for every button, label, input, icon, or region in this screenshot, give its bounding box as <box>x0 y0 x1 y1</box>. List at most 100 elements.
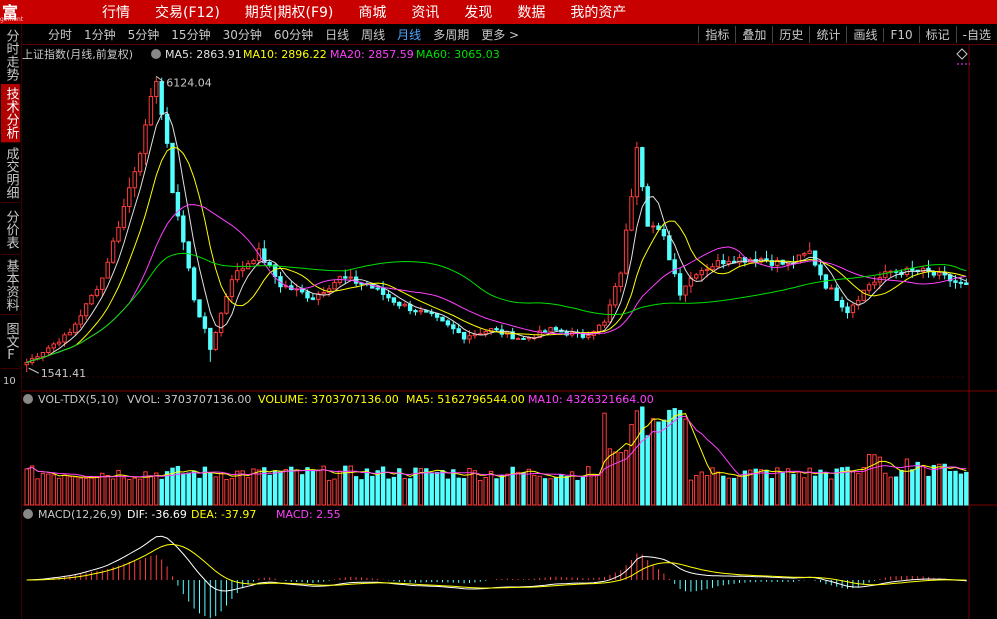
left-tab-5[interactable]: 图文F <box>1 316 20 369</box>
period-1[interactable]: 1分钟 <box>84 28 116 42</box>
candle-body <box>548 327 553 333</box>
left-tab-2[interactable]: 成交明细 <box>1 144 20 203</box>
volume-bar <box>953 470 958 506</box>
dea-legend: DEA: -37.97 <box>191 508 256 521</box>
volume-bar <box>726 477 731 506</box>
candle-body <box>634 147 640 198</box>
volume-bar <box>904 458 910 506</box>
volume-bar <box>640 406 645 506</box>
volume-bar <box>580 476 586 506</box>
menu-item-1[interactable]: 交易(F12) <box>155 5 220 21</box>
tool-1[interactable]: 叠加 <box>735 26 772 43</box>
volume-bar <box>532 474 537 506</box>
candle-body <box>958 281 964 284</box>
tool-4[interactable]: 画线 <box>846 26 883 43</box>
volume-bar <box>683 418 688 506</box>
candle-body <box>78 315 83 325</box>
macd-panel-title: MACD(12,26,9) <box>38 508 122 521</box>
period-0[interactable]: 分时 <box>48 28 73 42</box>
app-logo: 富 gement <box>0 0 26 24</box>
menu-item-2[interactable]: 期货|期权(F9) <box>244 5 334 21</box>
tool-0[interactable]: 指标 <box>698 26 735 43</box>
tool-3[interactable]: 统计 <box>809 26 846 43</box>
left-tab-1[interactable]: 技术分析 <box>1 84 20 143</box>
volume-bar <box>429 473 434 506</box>
volume-bar <box>559 474 564 506</box>
menu-item-3[interactable]: 商城 <box>358 5 387 21</box>
tool-2[interactable]: 历史 <box>772 26 809 43</box>
volume-bar <box>164 471 170 506</box>
menu-item-0[interactable]: 行情 <box>102 5 130 21</box>
volume-bar <box>170 467 175 506</box>
period-7[interactable]: 周线 <box>361 28 386 42</box>
candle-body <box>521 337 526 340</box>
volume-bar <box>451 469 456 506</box>
volume-bar <box>229 478 235 506</box>
left-tab-0[interactable]: 分时走势 <box>1 26 20 85</box>
period-8[interactable]: 月线 <box>397 28 422 42</box>
volume-bar <box>218 472 224 506</box>
tool-7[interactable]: -自选 <box>955 26 997 43</box>
menu-item-6[interactable]: 数据 <box>517 5 546 21</box>
volume-bar <box>710 467 715 506</box>
period-4[interactable]: 30分钟 <box>222 28 262 42</box>
candle-body <box>964 282 969 286</box>
ma5-legend: MA5: 2863.91 <box>165 48 242 61</box>
period-6[interactable]: 日线 <box>325 28 350 42</box>
candle-body <box>359 282 364 285</box>
candle-body <box>235 270 240 281</box>
volume-bar <box>575 479 580 506</box>
candle-body <box>607 304 613 323</box>
candle-body <box>613 286 618 306</box>
candle-body <box>661 228 667 237</box>
period-9[interactable]: 多周期 <box>433 28 470 42</box>
period-10[interactable]: 更多 > <box>481 28 520 42</box>
menu-item-7[interactable]: 我的资产 <box>570 5 627 21</box>
volume-bar <box>94 475 100 506</box>
left-tab-3[interactable]: 分价表 <box>1 204 20 255</box>
menu-item-4[interactable]: 资讯 <box>411 5 440 21</box>
volume-bar <box>505 473 510 506</box>
candle-body <box>586 334 591 338</box>
volume-bar <box>796 471 802 506</box>
volume-bar <box>742 470 748 506</box>
candle-body <box>343 276 348 279</box>
volume-bar <box>872 454 877 506</box>
tool-5[interactable]: F10 <box>883 27 918 42</box>
candle-body <box>650 225 656 228</box>
candle-body <box>802 253 807 256</box>
volume-bar <box>699 471 704 506</box>
volume-bar <box>283 468 289 506</box>
period-5[interactable]: 60分钟 <box>273 28 314 42</box>
candle-body <box>94 288 100 296</box>
ma60-legend: MA60: 3065.03 <box>416 48 500 61</box>
volume-bar <box>472 470 478 506</box>
candle-body <box>467 335 472 340</box>
candle-body <box>89 294 94 305</box>
candle-body <box>542 330 548 333</box>
volume-bar <box>191 470 197 506</box>
volume-bar <box>521 472 526 506</box>
candle-body <box>110 240 116 263</box>
candle-body <box>413 310 418 313</box>
period-3[interactable]: 15分钟 <box>171 28 211 42</box>
vvol-legend: VVOL: 3703707136.00 <box>127 393 251 406</box>
volume-bar <box>208 472 213 506</box>
candle-body <box>618 272 623 288</box>
candle-body <box>710 266 715 270</box>
volume-bar <box>920 465 926 506</box>
candle-body <box>553 327 559 331</box>
candle-body <box>704 268 710 272</box>
period-2[interactable]: 5分钟 <box>127 28 160 42</box>
candle-body <box>726 260 731 265</box>
menu-item-5[interactable]: 发现 <box>464 5 493 21</box>
tool-6[interactable]: 标记 <box>918 26 956 43</box>
volume-bar <box>332 478 337 506</box>
candle-body <box>240 268 245 272</box>
volume-bar <box>964 471 969 506</box>
volume-bar <box>186 472 191 506</box>
vol-ma5-line <box>26 413 967 479</box>
low-marker-line <box>28 367 39 374</box>
left-tab-4[interactable]: 基本资料 <box>1 256 20 315</box>
